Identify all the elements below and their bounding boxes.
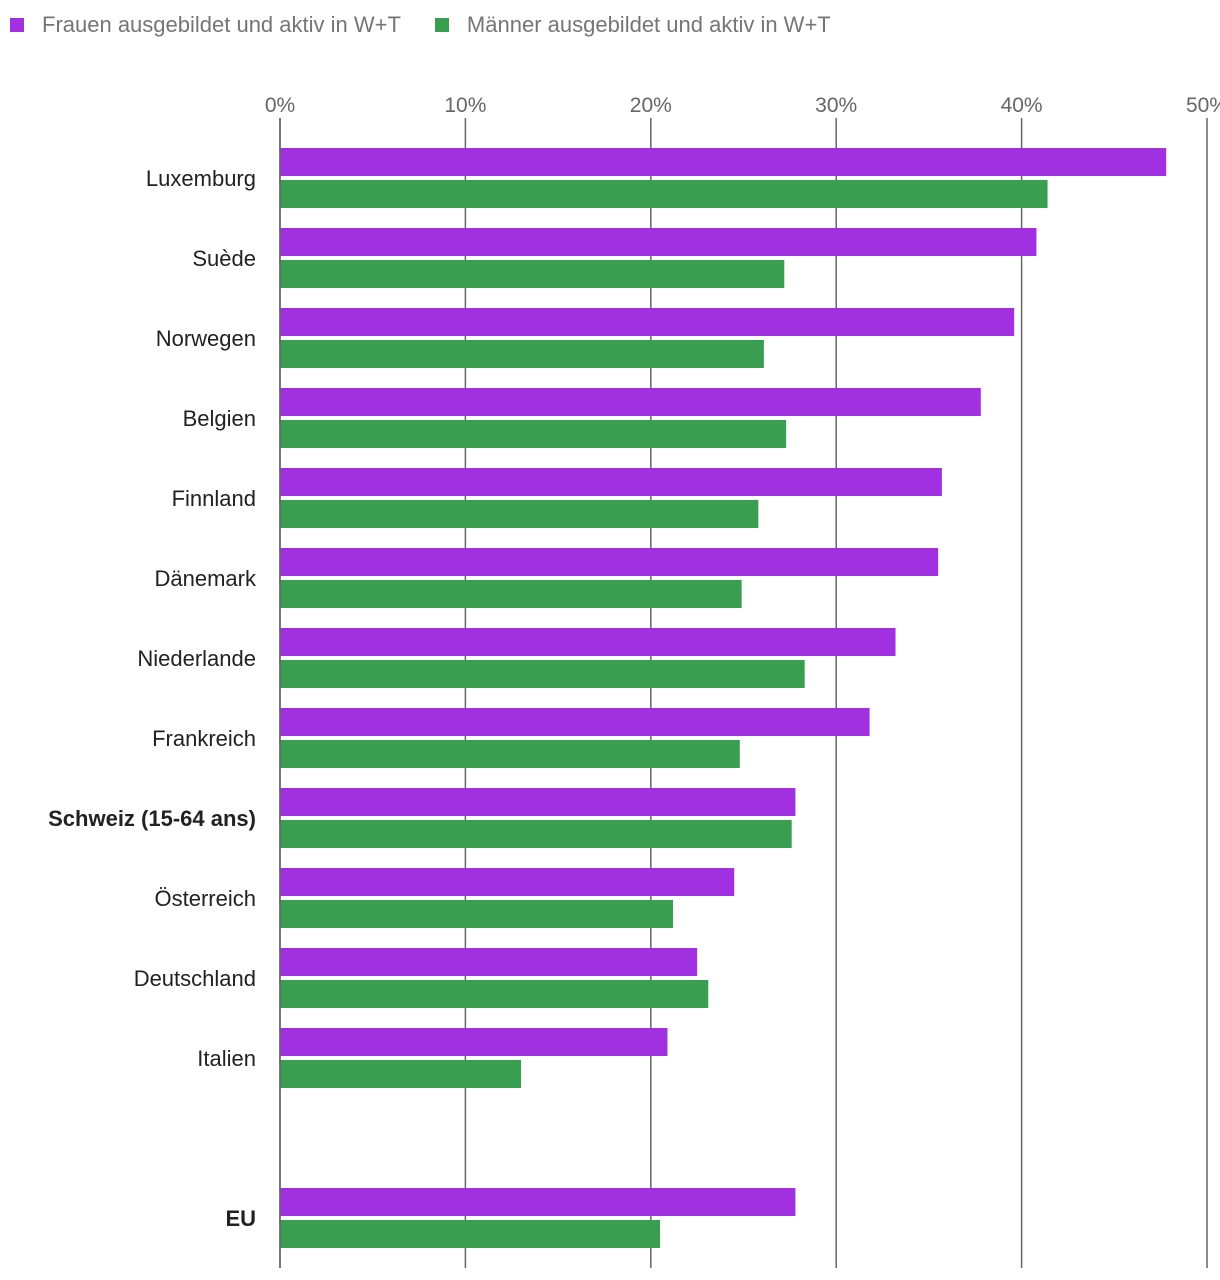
x-tick-label: 50% [1186, 94, 1220, 117]
bar-men[interactable] [280, 500, 759, 528]
bar-women[interactable] [280, 948, 698, 976]
legend-swatch-women [10, 18, 24, 32]
bar-men[interactable] [280, 980, 709, 1008]
bar-men[interactable] [280, 180, 1048, 208]
bar-men[interactable] [280, 1060, 522, 1088]
bar-men[interactable] [280, 580, 742, 608]
bar-men[interactable] [280, 900, 674, 928]
category-label: Norwegen [156, 326, 256, 351]
legend-item-women[interactable]: Frauen ausgebildet und aktiv in W+T [10, 12, 401, 38]
x-tick-label: 0% [265, 94, 295, 117]
bar-women[interactable] [280, 148, 1167, 176]
bar-men[interactable] [280, 340, 764, 368]
bar-men[interactable] [280, 660, 805, 688]
category-label: Schweiz (15-64 ans) [48, 806, 256, 831]
legend-label-men: Männer ausgebildet und aktiv in W+T [466, 12, 831, 37]
x-tick-label: 40% [1001, 94, 1043, 117]
bar-women[interactable] [280, 1188, 796, 1216]
bar-women[interactable] [280, 308, 1015, 336]
category-label: Finnland [172, 486, 256, 511]
bar-men[interactable] [280, 820, 792, 848]
bar-women[interactable] [280, 548, 939, 576]
category-label: Belgien [183, 406, 256, 431]
category-label: Luxemburg [146, 166, 256, 191]
legend: Frauen ausgebildet und aktiv in W+T Männ… [10, 12, 865, 38]
legend-item-men[interactable]: Männer ausgebildet und aktiv in W+T [434, 12, 831, 38]
bar-women[interactable] [280, 628, 896, 656]
bar-men[interactable] [280, 260, 785, 288]
bar-men[interactable] [280, 420, 787, 448]
bar-women[interactable] [280, 788, 796, 816]
bar-women[interactable] [280, 708, 870, 736]
category-label: Suède [192, 246, 256, 271]
category-label: Italien [197, 1046, 256, 1071]
x-tick-label: 30% [815, 94, 857, 117]
legend-label-women: Frauen ausgebildet und aktiv in W+T [42, 12, 401, 37]
bar-men[interactable] [280, 1220, 661, 1248]
bar-women[interactable] [280, 228, 1037, 256]
bar-women[interactable] [280, 468, 942, 496]
category-label: Deutschland [134, 966, 256, 991]
x-tick-label: 10% [444, 94, 486, 117]
legend-swatch-men [434, 18, 449, 32]
category-label: EU [225, 1206, 256, 1231]
bar-men[interactable] [280, 740, 740, 768]
category-label: Frankreich [152, 726, 256, 751]
x-tick-label: 20% [630, 94, 672, 117]
category-label: Niederlande [137, 646, 256, 671]
bar-women[interactable] [280, 868, 735, 896]
bar-women[interactable] [280, 388, 981, 416]
category-label: Österreich [155, 886, 256, 911]
bar-women[interactable] [280, 1028, 668, 1056]
category-label: Dänemark [155, 566, 257, 591]
